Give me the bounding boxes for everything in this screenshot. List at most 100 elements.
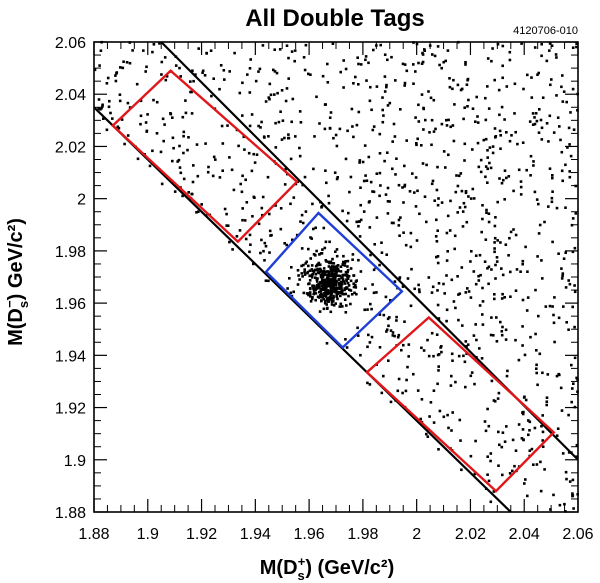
data-point	[395, 315, 398, 319]
data-point	[366, 381, 369, 385]
data-point	[449, 125, 452, 129]
data-point	[287, 56, 290, 60]
data-point	[313, 135, 316, 138]
x-tick-label: 1.98	[347, 526, 378, 543]
data-point	[435, 218, 438, 222]
data-point	[444, 59, 447, 63]
data-point	[268, 251, 271, 254]
data-point	[440, 66, 443, 70]
data-point	[261, 44, 265, 47]
data-point	[531, 112, 535, 115]
data-point	[388, 200, 391, 203]
data-point	[328, 240, 331, 244]
data-point	[342, 280, 346, 283]
figure-id: 4120706-010	[513, 25, 578, 37]
data-point	[418, 212, 421, 216]
data-point	[228, 240, 231, 244]
data-point	[484, 238, 488, 241]
x-tick-label: 1.92	[186, 526, 217, 543]
data-point	[437, 365, 440, 368]
data-point	[318, 270, 322, 273]
data-point	[349, 267, 353, 270]
data-point	[179, 171, 183, 175]
data-point	[403, 81, 407, 85]
data-point	[310, 237, 313, 240]
data-point	[573, 356, 577, 360]
data-point	[237, 144, 240, 148]
data-point	[472, 197, 476, 200]
data-point	[446, 250, 449, 253]
data-point	[322, 307, 326, 311]
data-point	[276, 91, 279, 95]
data-point	[559, 138, 562, 142]
data-point	[114, 74, 117, 77]
data-point	[182, 134, 185, 138]
data-point	[332, 267, 335, 271]
data-point	[334, 274, 337, 278]
data-point	[345, 286, 349, 289]
data-point	[401, 62, 405, 66]
data-point	[520, 437, 524, 440]
data-point	[225, 212, 228, 216]
data-point	[226, 124, 229, 127]
data-point	[315, 287, 319, 290]
data-point	[537, 232, 541, 235]
data-point	[299, 220, 302, 223]
data-point	[242, 135, 246, 139]
data-point	[184, 111, 188, 115]
data-point	[486, 85, 489, 88]
data-point	[536, 255, 539, 258]
data-point	[491, 47, 494, 50]
data-point	[555, 94, 558, 97]
data-point	[326, 270, 329, 273]
data-point	[160, 60, 164, 64]
data-point	[494, 216, 497, 219]
data-point	[292, 290, 295, 294]
data-point	[126, 134, 130, 137]
data-point	[321, 296, 324, 299]
data-point	[116, 125, 120, 129]
data-point	[503, 169, 507, 172]
data-point	[561, 452, 565, 455]
data-point	[289, 291, 293, 295]
data-point	[529, 174, 532, 177]
data-point	[247, 151, 251, 155]
data-point	[552, 493, 555, 497]
data-point	[536, 73, 539, 76]
data-point	[481, 313, 484, 316]
data-point	[248, 67, 252, 70]
data-point	[499, 320, 502, 324]
data-point	[173, 190, 177, 193]
data-point	[264, 100, 268, 103]
data-point	[489, 166, 493, 170]
data-point	[475, 95, 478, 99]
data-point	[380, 391, 384, 395]
data-point	[555, 206, 559, 210]
data-point	[450, 429, 453, 432]
data-point	[417, 120, 421, 123]
plot-data-layer	[93, 40, 579, 513]
data-point	[357, 220, 361, 223]
data-point	[432, 421, 436, 424]
data-point	[490, 316, 493, 319]
data-point	[487, 479, 491, 483]
data-point	[519, 185, 523, 189]
data-point	[163, 56, 167, 59]
data-point	[359, 270, 363, 273]
data-point	[388, 101, 392, 105]
data-point	[467, 98, 470, 102]
data-point	[514, 449, 518, 452]
data-point	[225, 224, 228, 227]
data-point	[322, 267, 326, 270]
data-point	[325, 260, 328, 263]
data-point	[454, 306, 457, 310]
data-point	[560, 277, 564, 280]
data-point	[218, 87, 221, 91]
data-point	[491, 145, 495, 148]
data-point	[485, 208, 488, 212]
data-point	[184, 99, 187, 102]
data-point	[324, 295, 328, 298]
data-point	[191, 69, 194, 72]
data-point	[561, 179, 564, 183]
data-point	[391, 140, 394, 143]
